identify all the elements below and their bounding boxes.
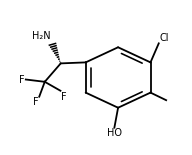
Text: HO: HO (107, 128, 122, 138)
Text: F: F (61, 91, 67, 102)
Text: F: F (19, 75, 25, 84)
Text: Cl: Cl (160, 33, 169, 43)
Text: H₂N: H₂N (32, 31, 50, 41)
Text: F: F (33, 97, 38, 107)
